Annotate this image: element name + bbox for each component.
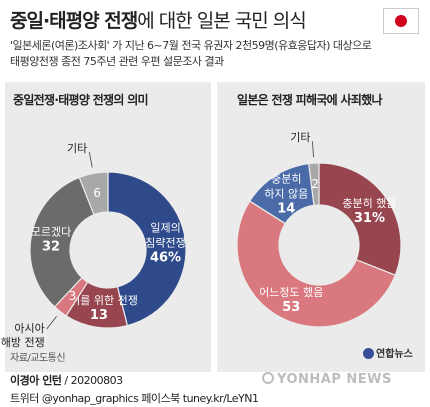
credit-date: 20200803 xyxy=(70,374,124,387)
right-slice-name-2-0: 충분히 xyxy=(271,171,301,185)
description-line-1: '일본세론(여론)조사회' 가 지난 6~7월 전국 유권자 2천59명(유효응… xyxy=(10,39,372,52)
watermark-text: YONHAP NEWS xyxy=(277,372,392,387)
left-slice-value-4: 6 xyxy=(93,186,101,200)
yonhap-logo-icon xyxy=(363,348,374,359)
left-slice-name-2-1: 해방 전쟁 xyxy=(1,335,45,349)
left-slice-label-4: 6 기타 xyxy=(67,142,101,200)
japan-flag-icon xyxy=(383,8,419,34)
right-slice-value-1: 53 xyxy=(282,300,300,315)
social-links: 트위터 @yonhap_graphics 페이스북 tuney.kr/LeYN1 xyxy=(10,392,259,405)
right-slice-value-3: 2 xyxy=(311,177,319,191)
right-chart-title: 일본은 전쟁 피해국에 사죄했나 xyxy=(237,93,383,107)
title-bold: 중일·태평양 전쟁 xyxy=(10,10,138,32)
right-slice-value-0: 31% xyxy=(354,211,385,226)
left-slice-name-2-0: 아시아 xyxy=(14,322,44,335)
watermark-icon xyxy=(262,372,274,384)
title-rest: 에 대한 일본 국민 의식 xyxy=(137,10,306,32)
left-slice-value-2: 3 xyxy=(69,289,77,303)
left-slice-0 xyxy=(107,171,187,327)
right-slice-value-2: 14 xyxy=(277,201,295,216)
right-slice-name-1-0: 어느정도 했음 xyxy=(259,286,323,299)
left-slice-value-1: 13 xyxy=(90,308,108,323)
credit-author: 이경아 인턴 xyxy=(10,374,62,387)
description: '일본세론(여론)조사회' 가 지난 6~7월 전국 유권자 2천59명(유효응… xyxy=(10,38,425,70)
page-title: 중일·태평양 전쟁에 대한 일본 국민 의식 xyxy=(10,6,307,33)
left-leader-4 xyxy=(88,151,93,168)
left-slice-name-0-0: 일제의 xyxy=(150,221,180,235)
left-chart-title: 중일전쟁·태평양 전쟁의 의미 xyxy=(13,93,149,107)
left-panel: 중일전쟁·태평양 전쟁의 의미 일제의 침략전쟁 46% 자위를 위한 전쟁 13 3 아시… xyxy=(1,82,211,372)
right-slice-0 xyxy=(318,162,402,276)
left-slice-value-3: 32 xyxy=(42,240,60,255)
left-slice-4 xyxy=(78,171,109,216)
credit-line: 이경아 인턴 / 20200803 xyxy=(10,374,124,387)
left-slice-value-0: 46% xyxy=(150,251,181,266)
description-line-2: 태평양전쟁 종전 75주년 관련 우편 설문조사 결과 xyxy=(10,55,224,68)
right-slice-3 xyxy=(308,162,320,206)
right-slice-name-3-0: 기타 xyxy=(290,131,310,144)
right-slice-name-2-1: 하지 않음 xyxy=(264,186,308,200)
right-slice-1 xyxy=(236,200,397,328)
right-leader-3 xyxy=(312,141,314,158)
flag-disc xyxy=(395,15,407,27)
left-slice-name-1-0: 자위를 위한 전쟁 xyxy=(60,294,138,307)
right-panel: 일본은 전쟁 피해국에 사죄했나 충분히 했음 31% 어느정도 했음 53 충분히 하지… xyxy=(217,82,425,372)
right-slice-name-0-0: 충분히 했음 xyxy=(342,196,396,210)
watermark: YONHAP NEWS xyxy=(262,372,392,387)
right-slice-label-3: 2 기타 xyxy=(290,131,319,191)
left-slice-name-4-0: 기타 xyxy=(67,142,87,155)
yonhap-logo-text: 연합뉴스 xyxy=(376,349,413,360)
source-note: 자료/교도통신 xyxy=(10,353,66,364)
left-slice-name-3-0: 모르겠다 xyxy=(31,226,71,239)
left-leader-2 xyxy=(46,316,57,330)
yonhap-logo: 연합뉴스 xyxy=(363,345,413,360)
left-slice-name-0-1: 침략전쟁 xyxy=(145,237,185,250)
left-slice-3 xyxy=(29,176,95,308)
